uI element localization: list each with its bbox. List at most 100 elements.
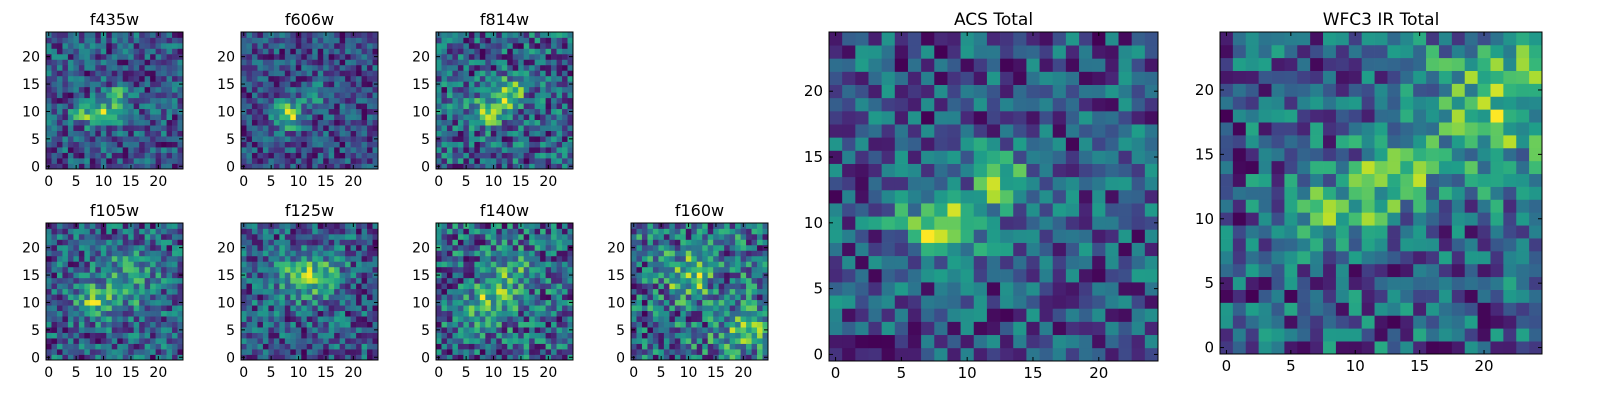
heatmap-cell (735, 343, 741, 350)
x-tick-label: 10 (485, 365, 503, 381)
heatmap-cell (356, 42, 362, 49)
heatmap-cell (84, 86, 91, 93)
heatmap-cell (446, 86, 453, 93)
heatmap-cell (67, 53, 74, 60)
heatmap-cell (372, 141, 379, 148)
heatmap-cell (246, 261, 253, 268)
heatmap-cell (740, 299, 747, 306)
heatmap-cell (295, 261, 302, 268)
heatmap-cell (562, 261, 568, 268)
heatmap-cell (339, 283, 346, 290)
heatmap-cell (257, 250, 264, 257)
heatmap-cell (757, 223, 763, 229)
heatmap-cell (150, 261, 156, 268)
heatmap-cell (457, 244, 464, 251)
heatmap-cell (523, 81, 530, 88)
heatmap-cell (490, 130, 497, 137)
heatmap-cell (545, 103, 552, 110)
heatmap-cell (95, 332, 102, 339)
heatmap-cell (78, 310, 85, 317)
heatmap-cell (641, 338, 648, 344)
heatmap-cell (523, 152, 530, 159)
heatmap-cell (551, 152, 557, 159)
heatmap-cell (323, 136, 330, 142)
heatmap-cell (724, 223, 730, 229)
heatmap-cell (367, 75, 373, 82)
heatmap-cell (474, 75, 481, 82)
heatmap-cell (73, 349, 80, 355)
heatmap-cell (1092, 282, 1106, 296)
heatmap-cell (468, 283, 475, 290)
heatmap-cell (507, 103, 514, 110)
heatmap-cell (78, 288, 85, 295)
heatmap-cell (328, 343, 335, 350)
heatmap-cell (540, 37, 546, 44)
heatmap-cell (457, 305, 464, 312)
heatmap-cell (691, 354, 698, 361)
heatmap-cell (361, 228, 368, 235)
heatmap-cell (1105, 203, 1119, 217)
heatmap-cell (241, 125, 247, 131)
heatmap-cell (279, 70, 286, 77)
heatmap-cell (829, 347, 843, 362)
heatmap-cell (1039, 334, 1054, 349)
heatmap-cell (295, 250, 302, 257)
heatmap-cell (339, 299, 346, 306)
heatmap-cell (84, 163, 91, 170)
heatmap-cell (46, 97, 52, 104)
heatmap-cell (356, 53, 362, 60)
heatmap-cell (257, 86, 264, 93)
heatmap-cell (128, 42, 135, 49)
heatmap-cell (556, 64, 563, 71)
heatmap-cell (172, 321, 178, 328)
heatmap-cell (350, 81, 357, 88)
heatmap-cell (128, 64, 135, 71)
heatmap-cell (268, 233, 275, 240)
heatmap-cell (339, 141, 346, 148)
heatmap-cell (367, 81, 373, 88)
heatmap-cell (295, 343, 302, 350)
heatmap-cell (62, 228, 69, 235)
heatmap-cell (128, 283, 135, 290)
heatmap-cell (67, 223, 74, 229)
heatmap-cell (279, 223, 286, 229)
heatmap-cell (257, 277, 264, 284)
x-tick-label: 10 (95, 174, 113, 190)
heatmap-cell (268, 48, 275, 55)
heatmap-cell (367, 152, 373, 159)
heatmap-cell (345, 136, 351, 142)
heatmap-cell (702, 343, 709, 350)
heatmap-cell (436, 266, 442, 273)
heatmap-cell (100, 239, 107, 246)
heatmap-cell (436, 125, 442, 131)
heatmap-cell (457, 75, 464, 82)
heatmap-cell (279, 283, 286, 290)
heatmap-cell (551, 223, 557, 229)
heatmap-cell (106, 59, 113, 66)
heatmap-cell (746, 299, 752, 306)
heatmap-cell (551, 272, 557, 279)
heatmap-cell (718, 283, 725, 290)
heatmap-cell (751, 277, 758, 284)
heatmap-cell (496, 136, 503, 142)
heatmap-cell (251, 64, 258, 71)
heatmap-cell (367, 338, 373, 344)
heatmap-cell (669, 310, 676, 317)
heatmap-cell (479, 70, 486, 77)
heatmap-cell (468, 59, 475, 66)
heatmap-cell (523, 250, 530, 257)
heatmap-cell (372, 32, 379, 38)
heatmap-cell (89, 103, 96, 110)
heatmap-cell (501, 119, 508, 126)
heatmap-cell (323, 42, 330, 49)
heatmap-cell (562, 294, 568, 301)
heatmap-cell (501, 163, 508, 170)
heatmap-cell (367, 64, 373, 71)
heatmap-cell (51, 288, 58, 295)
heatmap-cell (512, 239, 519, 246)
heatmap-cell (339, 108, 346, 115)
heatmap-cell (518, 316, 525, 322)
heatmap-cell (479, 81, 486, 88)
